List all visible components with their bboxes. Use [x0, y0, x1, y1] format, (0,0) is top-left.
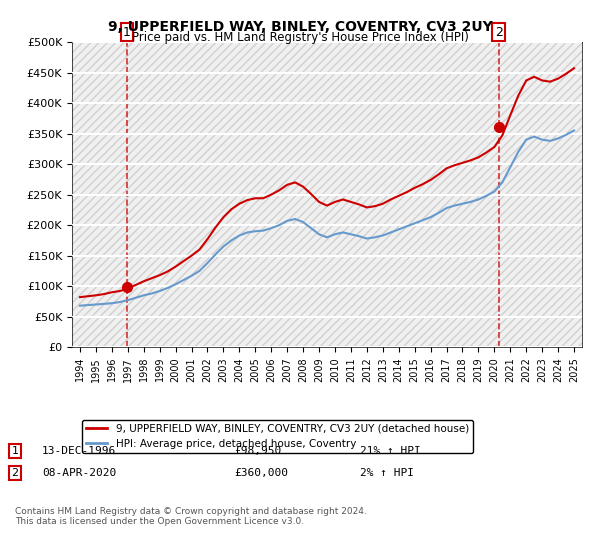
Text: 1: 1 [123, 26, 131, 39]
Text: £360,000: £360,000 [234, 468, 288, 478]
Text: 21% ↑ HPI: 21% ↑ HPI [360, 446, 421, 456]
Text: 2: 2 [11, 468, 19, 478]
Text: 9, UPPERFIELD WAY, BINLEY, COVENTRY, CV3 2UY: 9, UPPERFIELD WAY, BINLEY, COVENTRY, CV3… [107, 20, 493, 34]
Text: 2: 2 [495, 26, 503, 39]
Text: £98,950: £98,950 [234, 446, 281, 456]
Legend: 9, UPPERFIELD WAY, BINLEY, COVENTRY, CV3 2UY (detached house), HPI: Average pric: 9, UPPERFIELD WAY, BINLEY, COVENTRY, CV3… [82, 419, 473, 453]
Text: Price paid vs. HM Land Registry's House Price Index (HPI): Price paid vs. HM Land Registry's House … [131, 31, 469, 44]
Text: 2% ↑ HPI: 2% ↑ HPI [360, 468, 414, 478]
Text: Contains HM Land Registry data © Crown copyright and database right 2024.
This d: Contains HM Land Registry data © Crown c… [15, 507, 367, 526]
Text: 1: 1 [11, 446, 19, 456]
Text: 08-APR-2020: 08-APR-2020 [42, 468, 116, 478]
Text: 13-DEC-1996: 13-DEC-1996 [42, 446, 116, 456]
